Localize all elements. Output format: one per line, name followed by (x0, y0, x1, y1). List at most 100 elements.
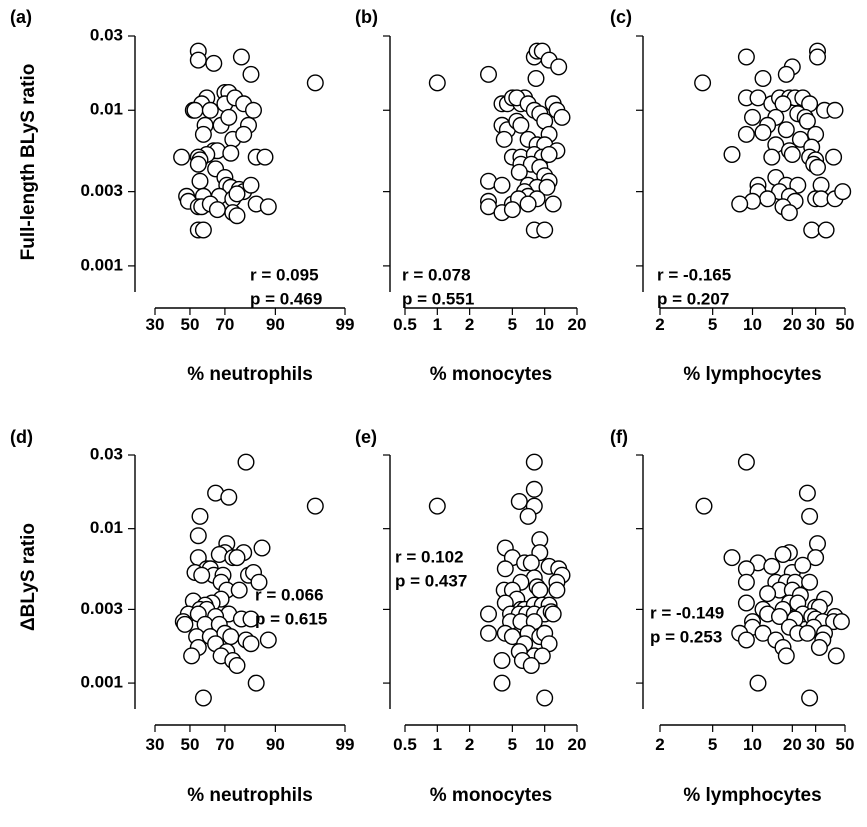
data-point (228, 207, 246, 225)
data-point (480, 605, 498, 623)
panel-label: (d) (10, 427, 33, 447)
data-point (208, 201, 226, 219)
data-point (253, 539, 271, 557)
data-point (536, 689, 554, 707)
data-point (810, 639, 828, 657)
x-axis-title: % neutrophils (187, 364, 313, 385)
data-point (826, 101, 844, 119)
data-point (189, 51, 207, 69)
x-tick-label: 50 (836, 315, 855, 334)
data-point (510, 493, 528, 511)
panel-f: (f) 2 5 10 20 30 50 % lymphocytes r = -0.149 p = … (610, 427, 854, 806)
data-point (176, 615, 194, 633)
data-point (519, 507, 537, 525)
data-point (794, 556, 812, 574)
data-point (242, 635, 260, 653)
data-point (827, 647, 845, 665)
data-point (809, 535, 827, 553)
x-tick-label: 5 (508, 735, 517, 754)
x-tick-label: 2 (465, 315, 474, 334)
data-point (533, 647, 551, 665)
data-point (783, 145, 801, 163)
data-point (694, 74, 712, 92)
data-point (480, 624, 498, 642)
x-axis-title: % lymphocytes (683, 364, 821, 385)
p-value: p = 0.253 (650, 627, 722, 646)
data-point (256, 148, 274, 166)
data-point (817, 221, 835, 239)
data-point (544, 605, 562, 623)
data-point (759, 585, 777, 603)
data-point (548, 581, 566, 599)
p-value: p = 0.551 (402, 289, 474, 308)
data-point (242, 610, 260, 628)
y-tick-label: 0.01 (90, 518, 123, 537)
x-axis-title: % neutrophils (187, 785, 313, 806)
p-value: p = 0.207 (657, 289, 729, 308)
y-tick-label: 0.01 (90, 100, 123, 119)
data-point (228, 549, 246, 567)
data-point (493, 652, 511, 670)
data-point (774, 546, 792, 564)
x-tick-label: 10 (535, 315, 554, 334)
data-point (723, 145, 741, 163)
data-point (737, 48, 755, 66)
data-point (220, 108, 238, 126)
correlation-r: r = -0.165 (657, 265, 731, 284)
data-point (493, 674, 511, 692)
data-point (553, 108, 571, 126)
data-point (230, 581, 248, 599)
panel-label: (a) (10, 7, 32, 27)
data-point (737, 573, 755, 591)
correlation-r: r = -0.149 (650, 603, 724, 622)
panel-label: (f) (610, 427, 628, 447)
data-point (503, 201, 521, 219)
data-point (737, 125, 755, 143)
data-point (774, 95, 792, 113)
x-tick-label: 20 (568, 735, 587, 754)
data-point (189, 155, 207, 173)
data-point (544, 195, 562, 213)
x-tick-label: 5 (708, 315, 717, 334)
y-axis-title-top: Full-length BLyS ratio (18, 64, 39, 261)
data-point (250, 573, 268, 591)
data-point (510, 163, 528, 181)
x-tick-label: 30 (146, 315, 165, 334)
x-tick-label: 50 (180, 735, 199, 754)
data-point (512, 116, 530, 134)
data-point (538, 178, 556, 196)
x-tick-label: 10 (743, 315, 762, 334)
data-point (525, 480, 543, 498)
data-point (173, 148, 191, 166)
x-tick-label: 5 (708, 735, 717, 754)
data-point (809, 158, 827, 176)
x-tick-label: 1 (433, 315, 442, 334)
x-tick-label: 2 (655, 315, 664, 334)
data-point (525, 453, 543, 471)
data-point (763, 557, 781, 575)
data-point (780, 204, 798, 222)
x-tick-label: 90 (266, 315, 285, 334)
data-point (306, 74, 324, 92)
data-point (777, 65, 795, 83)
data-point (737, 631, 755, 649)
data-point (259, 631, 277, 649)
data-point (428, 497, 446, 515)
x-tick-label: 50 (836, 735, 855, 754)
data-point (801, 573, 819, 591)
data-point (754, 123, 772, 141)
x-tick-label: 50 (180, 315, 199, 334)
data-point (242, 176, 260, 194)
data-point (798, 484, 816, 502)
data-point (194, 125, 212, 143)
data-point (777, 121, 795, 139)
data-point (754, 69, 772, 87)
data-point (763, 148, 781, 166)
p-value: p = 0.615 (255, 609, 327, 628)
y-tick-label: 0.03 (90, 25, 123, 44)
x-tick-label: 1 (433, 735, 442, 754)
x-tick-label: 99 (336, 315, 355, 334)
data-point (536, 221, 554, 239)
data-point (777, 647, 795, 665)
